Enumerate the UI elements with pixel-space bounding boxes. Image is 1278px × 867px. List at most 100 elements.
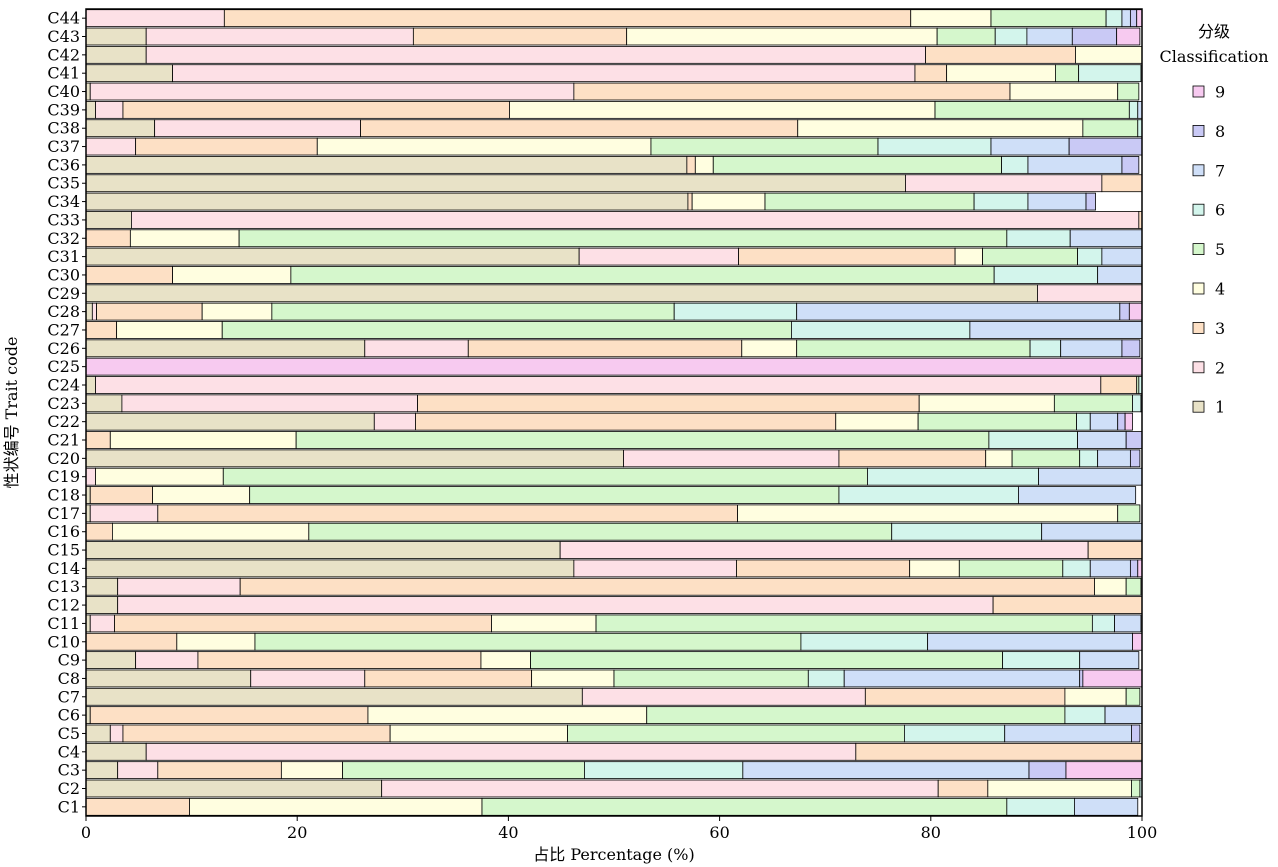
bar-segment-C5-grade-8 (1131, 724, 1141, 743)
y-tick-label: C33 (47, 210, 80, 229)
bar-segment-C38-grade-5 (1082, 119, 1139, 138)
bar-segment-C28-grade-4 (201, 302, 273, 321)
bar-segment-C8-grade-1 (85, 669, 252, 688)
y-tick-label: C26 (47, 339, 80, 358)
x-tick-label: 80 (921, 823, 941, 842)
bar-segment-C3-grade-2 (117, 761, 159, 780)
bar-segment-C23-grade-1 (85, 394, 123, 413)
bar-segment-C8-grade-4 (531, 669, 615, 688)
bar-segment-C41-grade-3 (914, 64, 948, 83)
bar-segment-C42-grade-1 (85, 45, 147, 64)
bar-segment-C6-grade-5 (646, 706, 1066, 724)
bar-segment-C28-grade-8 (1119, 302, 1130, 321)
bar-segment-C43-grade-6 (994, 27, 1028, 46)
bar-segment-C9-grade-4 (480, 651, 531, 669)
bar-segment-C26-grade-5 (796, 339, 1031, 358)
legend-swatch-3 (1192, 321, 1205, 334)
bar-segment-C21-grade-3 (85, 431, 111, 449)
bar-segment-C36-grade-7 (1027, 156, 1123, 174)
bar-segment-C23-grade-2 (121, 394, 418, 413)
bar-segment-C17-grade-3 (157, 504, 738, 523)
bar-segment-C10-grade-3 (85, 632, 178, 651)
y-tick-label: C3 (58, 761, 80, 780)
bar-segment-C40-grade-5 (1117, 82, 1140, 101)
bar-segment-C42-grade-3 (925, 45, 1076, 64)
bar-segment-C24-grade-2 (95, 376, 1102, 394)
bar-segment-C34-grade-3 (687, 192, 693, 211)
bar-segment-C32-grade-4 (129, 229, 240, 248)
bar-segment-C36-grade-6 (1001, 156, 1029, 174)
bar-segment-C40-grade-3 (573, 82, 1011, 101)
bar-segment-C37-grade-2 (85, 137, 137, 156)
bar-segment-C39-grade-2 (95, 101, 124, 119)
bar-segment-C41-grade-2 (172, 64, 916, 83)
legend-label-1: 1 (1215, 398, 1225, 417)
legend-swatch-7 (1192, 164, 1205, 177)
bar-segment-C6-grade-7 (1104, 706, 1143, 724)
bar-segment-C40-grade-4 (1009, 82, 1119, 101)
bar-segment-C44-grade-9 (1136, 9, 1143, 28)
y-tick-label: C9 (58, 651, 80, 670)
bar-segment-C36-grade-4 (694, 156, 714, 174)
bar-segment-C24-grade-3 (1100, 376, 1138, 394)
bar-segment-C37-grade-4 (316, 137, 652, 156)
bar-segment-C44-grade-6 (1105, 9, 1123, 28)
bar-segment-C23-grade-3 (417, 394, 920, 413)
y-tick-label: C36 (47, 155, 80, 174)
bar-segment-C1-grade-7 (1074, 797, 1139, 816)
bar-segment-C16-grade-7 (1041, 522, 1143, 541)
bar-segment-C3-grade-8 (1028, 761, 1067, 780)
plot-frame (85, 8, 1143, 817)
bar-segment-C22-grade-5 (917, 412, 1077, 431)
bar-segment-C13-grade-4 (1094, 577, 1127, 596)
bar-segment-C12-grade-1 (85, 596, 119, 614)
bar-segment-C36-grade-3 (686, 156, 696, 174)
bar-segment-C5-grade-6 (904, 724, 1006, 743)
bar-segment-C37-grade-3 (135, 137, 318, 156)
bar-segment-C22-grade-3 (415, 412, 837, 431)
bar-segment-C26-grade-2 (364, 339, 469, 358)
bar-segment-C11-grade-6 (1091, 614, 1115, 633)
bar-segment-C7-grade-4 (1064, 687, 1127, 706)
bar-segment-C27-grade-3 (85, 321, 118, 339)
y-tick-label: C31 (47, 247, 80, 266)
legend: 分级 Classification 9 8 7 6 5 4 3 2 1 (1159, 22, 1268, 417)
bar-segment-C44-grade-7 (1121, 9, 1131, 28)
bar-segment-C16-grade-3 (85, 522, 113, 541)
bar-segment-C10-grade-4 (176, 632, 256, 651)
y-tick-label: C39 (47, 100, 80, 119)
y-tick-label: C4 (58, 742, 80, 761)
bar-segment-C13-grade-2 (117, 577, 241, 596)
bar-segment-C18-grade-7 (1018, 486, 1137, 504)
bar-segment-C16-grade-5 (308, 522, 893, 541)
bar-segment-C5-grade-7 (1004, 724, 1132, 743)
x-tick-label: 100 (1127, 823, 1158, 842)
y-tick-label: C24 (47, 375, 80, 394)
bar-segment-C27-grade-4 (116, 321, 223, 339)
bar-segment-C38-grade-1 (85, 119, 156, 138)
bar-segment-C44-grade-8 (1129, 9, 1138, 28)
bar-segment-C7-grade-3 (864, 687, 1066, 706)
bar-segment-C26-grade-7 (1060, 339, 1123, 358)
y-tick-label: C8 (58, 669, 80, 688)
bar-segment-C34-grade-4 (691, 192, 766, 211)
bar-segment-C22-grade-7 (1089, 412, 1119, 431)
bar-segment-C2-grade-3 (937, 779, 989, 798)
legend-swatch-6 (1192, 203, 1205, 216)
bar-segment-C7-grade-1 (85, 687, 583, 706)
bar-segment-C20-grade-8 (1129, 449, 1141, 468)
bar-segment-C30-grade-5 (290, 266, 995, 284)
bar-segment-C44-grade-5 (990, 9, 1107, 28)
bar-segment-C15-grade-1 (85, 541, 561, 559)
bar-segment-C43-grade-5 (936, 27, 996, 46)
bar-segment-C10-grade-6 (800, 632, 929, 651)
bar-segment-C31-grade-7 (1101, 247, 1143, 266)
bar-segment-C9-grade-7 (1079, 651, 1140, 669)
bar-segment-C32-grade-5 (238, 229, 1008, 248)
bar-segment-C41-grade-4 (946, 64, 1056, 83)
bar-segment-C28-grade-6 (673, 302, 798, 321)
y-tick-label: C6 (58, 706, 80, 725)
bar-segment-C30-grade-6 (993, 266, 1099, 284)
bar-segment-C28-grade-2 (91, 302, 97, 321)
bar-segment-C34-grade-8 (1085, 192, 1096, 211)
